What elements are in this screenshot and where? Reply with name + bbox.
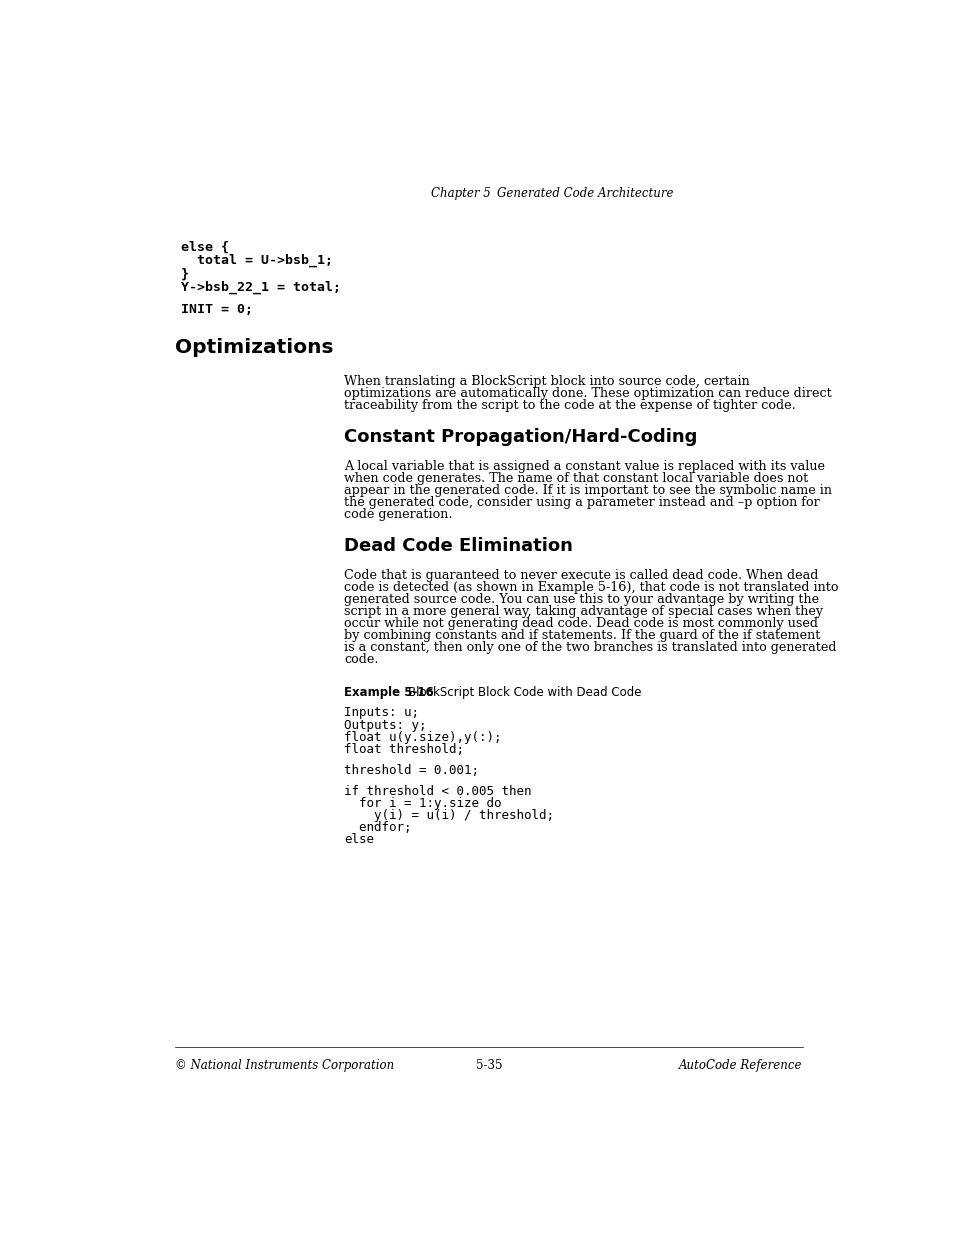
Text: the generated code, consider using a parameter instead and –p option for: the generated code, consider using a par… (344, 496, 819, 509)
Text: Code that is guaranteed to never execute is called dead code. When dead: Code that is guaranteed to never execute… (344, 569, 818, 582)
Text: else {: else { (181, 241, 229, 253)
Text: Chapter 5: Chapter 5 (431, 186, 490, 200)
Text: INIT = 0;: INIT = 0; (181, 304, 253, 316)
Text: float u(y.size),y(:);: float u(y.size),y(:); (344, 731, 501, 743)
Text: traceability from the script to the code at the expense of tighter code.: traceability from the script to the code… (344, 399, 795, 412)
Text: endfor;: endfor; (344, 821, 411, 834)
Text: is a constant, then only one of the two branches is translated into generated: is a constant, then only one of the two … (344, 641, 836, 653)
Text: optimizations are automatically done. These optimization can reduce direct: optimizations are automatically done. Th… (344, 388, 831, 400)
Text: Example 5-16: Example 5-16 (344, 687, 434, 699)
Text: if threshold < 0.005 then: if threshold < 0.005 then (344, 784, 531, 798)
Text: else: else (344, 834, 374, 846)
Text: }: } (181, 268, 189, 280)
Text: 5-35: 5-35 (476, 1060, 501, 1072)
Text: Dead Code Elimination: Dead Code Elimination (344, 537, 572, 555)
Text: AutoCode Reference: AutoCode Reference (679, 1060, 802, 1072)
Text: When translating a BlockScript block into source code, certain: When translating a BlockScript block int… (344, 375, 749, 388)
Text: code generation.: code generation. (344, 508, 452, 521)
Text: occur while not generating dead code. Dead code is most commonly used: occur while not generating dead code. De… (344, 618, 817, 630)
Text: BlockScript Block Code with Dead Code: BlockScript Block Code with Dead Code (407, 687, 640, 699)
Text: Constant Propagation/Hard-Coding: Constant Propagation/Hard-Coding (344, 429, 697, 446)
Text: Inputs: u;: Inputs: u; (344, 706, 418, 719)
Text: code is detected (as shown in Example 5-16), that code is not translated into: code is detected (as shown in Example 5-… (344, 582, 838, 594)
Text: code.: code. (344, 653, 378, 666)
Text: Generated Code Architecture: Generated Code Architecture (497, 186, 673, 200)
Text: © National Instruments Corporation: © National Instruments Corporation (174, 1060, 394, 1072)
Text: generated source code. You can use this to your advantage by writing the: generated source code. You can use this … (344, 593, 819, 606)
Text: by combining constants and if statements. If the guard of the if statement: by combining constants and if statements… (344, 629, 820, 642)
Text: threshold = 0.001;: threshold = 0.001; (344, 763, 478, 777)
Text: script in a more general way, taking advantage of special cases when they: script in a more general way, taking adv… (344, 605, 822, 618)
Text: A local variable that is assigned a constant value is replaced with its value: A local variable that is assigned a cons… (344, 461, 824, 473)
Text: appear in the generated code. If it is important to see the symbolic name in: appear in the generated code. If it is i… (344, 484, 831, 498)
Text: y(i) = u(i) / threshold;: y(i) = u(i) / threshold; (344, 809, 554, 823)
Text: Y->bsb_22_1 = total;: Y->bsb_22_1 = total; (181, 282, 341, 294)
Text: Outputs: y;: Outputs: y; (344, 719, 426, 731)
Text: when code generates. The name of that constant local variable does not: when code generates. The name of that co… (344, 472, 807, 485)
Text: total = U->bsb_1;: total = U->bsb_1; (181, 254, 333, 268)
Text: for i = 1:y.size do: for i = 1:y.size do (344, 797, 501, 810)
Text: float threshold;: float threshold; (344, 742, 463, 756)
Text: Optimizations: Optimizations (174, 338, 334, 357)
